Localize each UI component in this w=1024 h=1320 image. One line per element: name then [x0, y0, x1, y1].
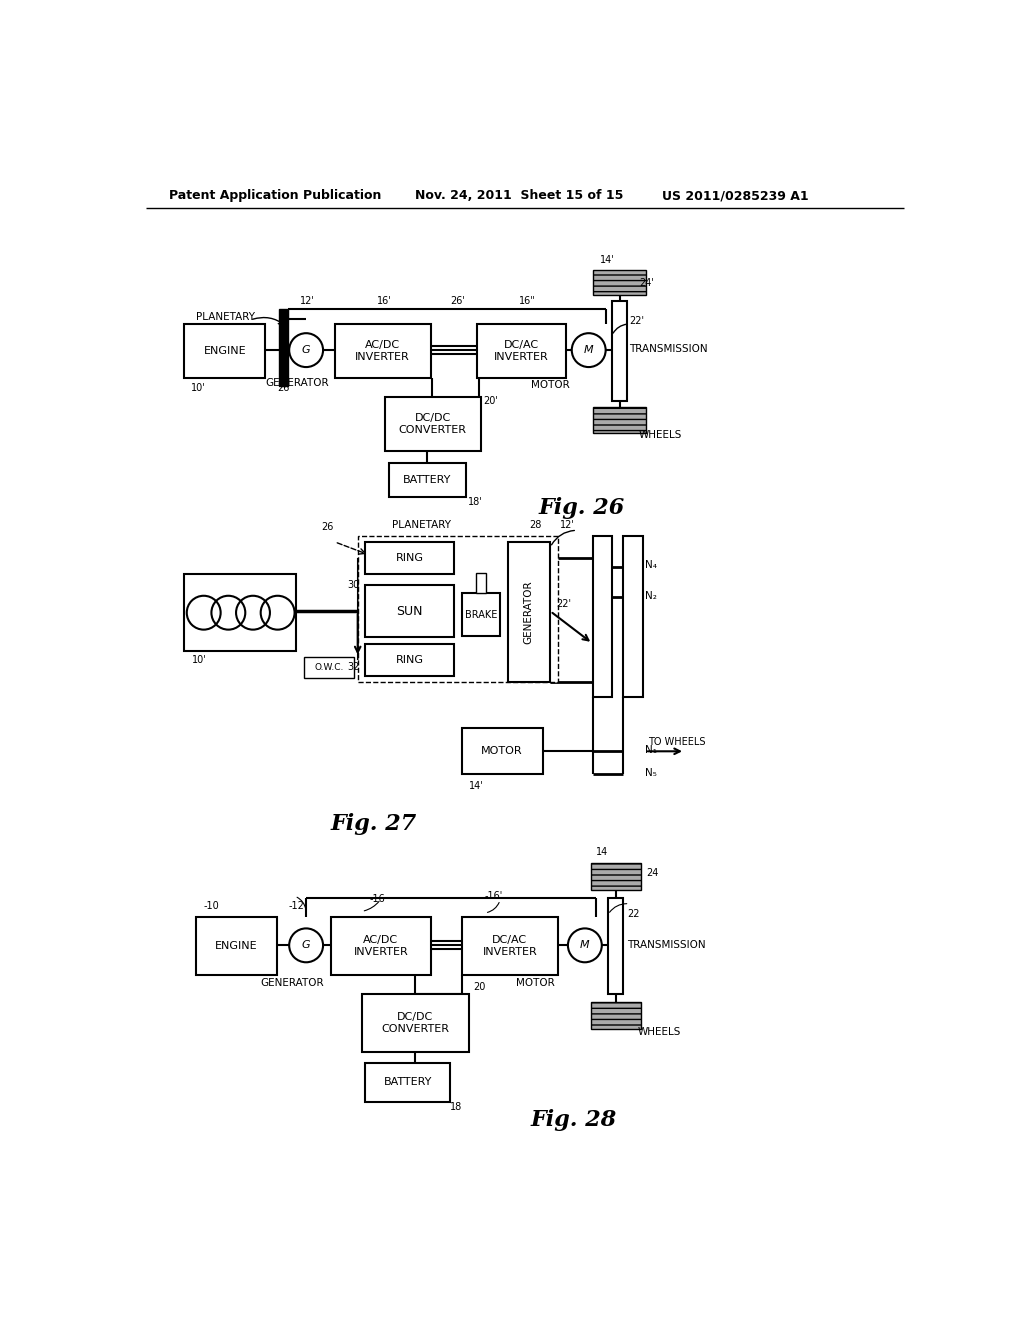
- Text: 30: 30: [347, 579, 359, 590]
- Text: BRAKE: BRAKE: [465, 610, 497, 619]
- Text: MOTOR: MOTOR: [531, 380, 569, 391]
- Bar: [593, 536, 611, 697]
- Text: SUN: SUN: [396, 605, 423, 618]
- Bar: [196, 917, 276, 974]
- Text: 22': 22': [630, 317, 644, 326]
- Text: US 2011/0285239 A1: US 2011/0285239 A1: [662, 189, 809, 202]
- Text: DC/AC
INVERTER: DC/AC INVERTER: [494, 341, 549, 362]
- Text: ENGINE: ENGINE: [204, 346, 246, 356]
- Text: 32: 32: [347, 661, 359, 672]
- Text: M: M: [584, 345, 594, 355]
- Text: N₅: N₅: [645, 768, 656, 777]
- Text: BATTERY: BATTERY: [402, 475, 452, 484]
- Text: RING: RING: [395, 553, 424, 564]
- Text: 14': 14': [600, 255, 615, 264]
- Text: 18: 18: [451, 1102, 463, 1111]
- Text: M: M: [580, 940, 590, 950]
- Bar: [477, 323, 565, 378]
- Text: 12': 12': [560, 520, 575, 529]
- Bar: [508, 541, 550, 682]
- Text: 12': 12': [300, 296, 314, 306]
- Text: AC/DC
INVERTER: AC/DC INVERTER: [355, 341, 410, 362]
- Bar: [366, 644, 454, 676]
- Text: DC/AC
INVERTER: DC/AC INVERTER: [482, 935, 538, 957]
- Text: 14': 14': [469, 780, 484, 791]
- Text: DC/DC
CONVERTER: DC/DC CONVERTER: [382, 1012, 450, 1034]
- Text: G: G: [302, 345, 310, 355]
- Text: WHEELS: WHEELS: [639, 430, 682, 440]
- Text: Patent Application Publication: Patent Application Publication: [169, 189, 381, 202]
- Text: 26': 26': [451, 296, 465, 306]
- Text: -16': -16': [484, 891, 503, 902]
- Text: 22: 22: [628, 909, 640, 919]
- Text: 16": 16": [519, 296, 537, 306]
- Text: PLANETARY: PLANETARY: [392, 520, 452, 529]
- Text: TRANSMISSION: TRANSMISSION: [628, 940, 706, 950]
- Bar: [385, 397, 481, 451]
- Text: -16: -16: [370, 894, 385, 904]
- Bar: [304, 657, 354, 678]
- Text: TRANSMISSION: TRANSMISSION: [630, 345, 709, 354]
- Text: N₂: N₂: [645, 591, 656, 601]
- Text: 28: 28: [529, 520, 542, 529]
- Text: BATTERY: BATTERY: [384, 1077, 432, 1088]
- Text: WHEELS: WHEELS: [637, 1027, 681, 1038]
- Text: N₄: N₄: [645, 560, 657, 570]
- Text: 10': 10': [193, 655, 207, 665]
- Text: 26: 26: [276, 383, 289, 393]
- Text: TO WHEELS: TO WHEELS: [648, 738, 706, 747]
- Bar: [591, 1002, 641, 1028]
- Text: 24: 24: [646, 869, 658, 878]
- Bar: [388, 462, 466, 498]
- Bar: [462, 594, 500, 636]
- Text: 20': 20': [483, 396, 498, 405]
- Text: Fig. 27: Fig. 27: [331, 813, 417, 836]
- Text: -12: -12: [289, 902, 304, 911]
- Bar: [366, 585, 454, 638]
- Text: N₁: N₁: [645, 744, 657, 755]
- Text: DC/DC
CONVERTER: DC/DC CONVERTER: [398, 413, 467, 434]
- Text: ENGINE: ENGINE: [215, 941, 258, 950]
- Text: Nov. 24, 2011  Sheet 15 of 15: Nov. 24, 2011 Sheet 15 of 15: [416, 189, 624, 202]
- Text: GENERATOR: GENERATOR: [260, 978, 324, 989]
- Text: 10': 10': [190, 383, 206, 393]
- Bar: [361, 994, 469, 1052]
- Bar: [611, 301, 628, 401]
- Text: 18': 18': [468, 498, 482, 507]
- Text: GENERATOR: GENERATOR: [523, 579, 534, 644]
- Bar: [366, 541, 454, 574]
- Bar: [184, 323, 265, 378]
- Text: MOTOR: MOTOR: [481, 746, 523, 756]
- Bar: [608, 898, 624, 994]
- Text: G: G: [302, 940, 310, 950]
- Text: 20: 20: [473, 982, 485, 991]
- Bar: [366, 1063, 451, 1102]
- Text: PLANETARY: PLANETARY: [196, 312, 255, 322]
- Text: 16': 16': [377, 296, 392, 306]
- Text: MOTOR: MOTOR: [515, 978, 554, 989]
- Bar: [591, 863, 641, 890]
- Bar: [357, 536, 558, 682]
- Bar: [331, 917, 431, 974]
- Bar: [335, 323, 431, 378]
- Text: O.W.C.: O.W.C.: [314, 663, 343, 672]
- Bar: [280, 309, 288, 385]
- Bar: [475, 573, 486, 594]
- Bar: [184, 574, 296, 651]
- Text: GENERATOR: GENERATOR: [265, 378, 329, 388]
- Text: 26: 26: [322, 521, 334, 532]
- Text: 22': 22': [556, 599, 571, 609]
- Text: AC/DC
INVERTER: AC/DC INVERTER: [353, 935, 409, 957]
- Bar: [462, 729, 543, 775]
- Bar: [624, 536, 643, 697]
- Text: 24': 24': [639, 277, 653, 288]
- Bar: [593, 271, 646, 296]
- Text: -10: -10: [204, 902, 219, 911]
- Text: Fig. 28: Fig. 28: [531, 1109, 617, 1131]
- Bar: [593, 407, 646, 433]
- Text: Fig. 26: Fig. 26: [539, 498, 625, 519]
- Text: RING: RING: [395, 655, 424, 665]
- Bar: [462, 917, 558, 974]
- Text: 14: 14: [596, 847, 608, 857]
